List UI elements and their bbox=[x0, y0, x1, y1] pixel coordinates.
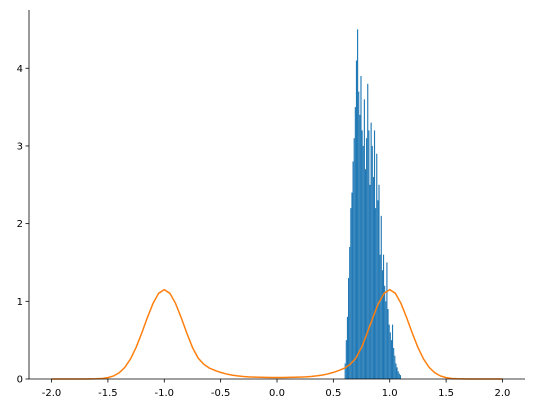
hist-bar bbox=[390, 340, 392, 379]
x-tick-label: -0.5 bbox=[211, 388, 231, 399]
hist-bar bbox=[397, 371, 399, 379]
hist-bar bbox=[398, 373, 400, 379]
hist-bar bbox=[359, 114, 361, 379]
hist-bar bbox=[350, 208, 352, 379]
x-tick-label: 0.5 bbox=[325, 388, 341, 399]
hist-bar bbox=[363, 99, 365, 379]
hist-bar bbox=[378, 184, 380, 379]
hist-bar bbox=[384, 285, 386, 379]
hist-bar bbox=[399, 375, 401, 379]
hist-bar bbox=[360, 76, 362, 379]
hist-bar bbox=[372, 177, 374, 379]
hist-bar bbox=[385, 301, 387, 379]
x-tick-label: 1.5 bbox=[438, 388, 454, 399]
x-tick-label: -1.0 bbox=[155, 388, 175, 399]
hist-bar bbox=[353, 138, 355, 379]
hist-bar bbox=[344, 363, 346, 379]
x-tick-label: -2.0 bbox=[42, 388, 62, 399]
hist-bar bbox=[395, 363, 397, 379]
y-tick-label: 4 bbox=[17, 64, 23, 75]
hist-bar bbox=[355, 60, 358, 379]
hist-bar bbox=[377, 200, 379, 379]
hist-bar bbox=[345, 340, 347, 379]
hist-bar bbox=[369, 184, 371, 379]
hist-bar bbox=[366, 138, 368, 379]
hist-bar bbox=[358, 91, 360, 379]
hist-bar bbox=[373, 130, 376, 379]
hist-bar bbox=[394, 355, 396, 379]
hist-bar bbox=[396, 367, 398, 379]
hist-bar bbox=[370, 122, 372, 380]
hist-bar bbox=[386, 262, 388, 379]
x-tick-label: 1.0 bbox=[382, 388, 398, 399]
hist-bar bbox=[364, 169, 367, 379]
hist-bar bbox=[389, 332, 391, 379]
hist-bar bbox=[381, 270, 383, 379]
density-line bbox=[51, 288, 503, 380]
hist-bar bbox=[346, 316, 349, 379]
x-tick-label: 0.0 bbox=[269, 388, 285, 399]
y-tick-label: 3 bbox=[17, 141, 23, 152]
hist-bar bbox=[375, 208, 377, 379]
hist-bar bbox=[367, 83, 369, 380]
hist-bar bbox=[382, 254, 385, 379]
y-tick-label: 2 bbox=[17, 219, 23, 230]
hist-bar bbox=[368, 130, 370, 379]
hist-bar bbox=[351, 192, 353, 379]
y-tick-label: 0 bbox=[17, 375, 23, 386]
x-tick-label: -1.5 bbox=[98, 388, 118, 399]
hist-bar bbox=[371, 145, 373, 379]
hist-bar bbox=[391, 324, 394, 379]
hist-bar bbox=[348, 278, 350, 379]
hist-bar bbox=[361, 130, 363, 379]
hist-bar bbox=[379, 254, 381, 379]
hist-bar bbox=[388, 324, 390, 379]
hist-bar bbox=[352, 161, 354, 379]
y-tick-label: 1 bbox=[17, 297, 23, 308]
hist-bar bbox=[349, 246, 351, 379]
x-tick-label: 2.0 bbox=[495, 388, 511, 399]
hist-bar bbox=[357, 29, 359, 380]
hist-bar bbox=[362, 145, 364, 379]
hist-bar bbox=[393, 347, 395, 379]
hist-bar bbox=[387, 309, 389, 379]
hist-bar bbox=[354, 107, 356, 380]
hist-bar bbox=[376, 153, 378, 379]
